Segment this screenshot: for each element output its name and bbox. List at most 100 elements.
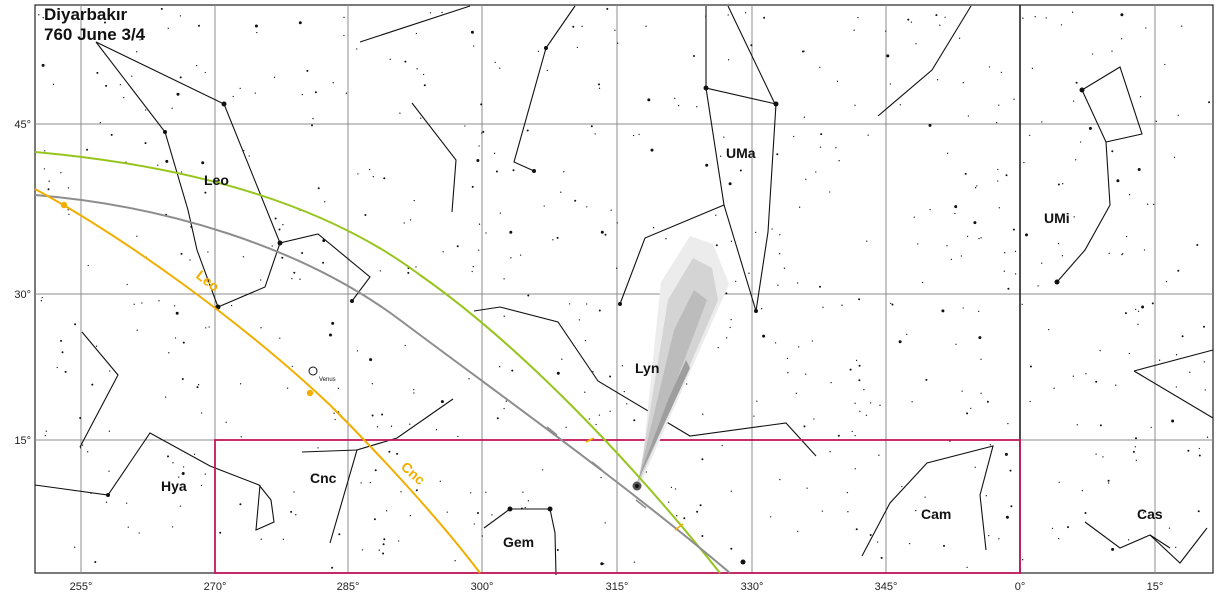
- star: [1029, 365, 1032, 368]
- star: [1029, 400, 1031, 403]
- star: [242, 256, 245, 258]
- star: [805, 178, 807, 180]
- star: [369, 481, 371, 484]
- star: [1010, 505, 1013, 508]
- star: [468, 378, 470, 380]
- star: [908, 542, 911, 545]
- star: [1060, 24, 1063, 26]
- star: [1137, 323, 1139, 325]
- star: [677, 104, 680, 107]
- star: [1041, 262, 1043, 264]
- star: [974, 466, 976, 468]
- star: [1041, 121, 1043, 123]
- star: [847, 511, 849, 513]
- star: [1091, 53, 1094, 55]
- star: [413, 392, 415, 394]
- star: [1067, 526, 1069, 529]
- star: [407, 271, 410, 274]
- ra-tick-label: 270°: [204, 581, 227, 593]
- gray-path: [34, 194, 731, 574]
- star: [819, 66, 821, 69]
- star: [311, 124, 313, 127]
- star: [964, 172, 967, 175]
- star: [1197, 510, 1200, 513]
- star: [1073, 216, 1075, 218]
- star: [1058, 481, 1060, 483]
- star: [598, 87, 601, 89]
- star: [822, 306, 824, 308]
- star: [546, 69, 548, 72]
- star: [1000, 71, 1003, 74]
- star: [723, 136, 725, 138]
- star: [205, 327, 207, 329]
- star: [413, 388, 415, 391]
- dec-tick-label: 15°: [14, 435, 31, 447]
- star: [96, 71, 99, 74]
- star: [717, 346, 719, 349]
- star: [1014, 250, 1017, 253]
- star: [586, 303, 588, 305]
- star: [291, 365, 293, 368]
- dec-tick-label: 45°: [14, 119, 31, 131]
- star: [477, 249, 480, 251]
- star: [616, 267, 618, 269]
- star: [1111, 50, 1113, 52]
- star: [606, 7, 609, 10]
- star: [499, 212, 502, 214]
- star: [440, 400, 444, 404]
- star: [464, 125, 466, 127]
- star: [364, 214, 367, 216]
- star: [1134, 446, 1136, 448]
- star: [946, 152, 949, 154]
- star: [998, 104, 1000, 106]
- star: [409, 514, 412, 517]
- star: [478, 223, 481, 225]
- star: [442, 251, 444, 253]
- star: [293, 491, 295, 493]
- star: [854, 434, 856, 437]
- star: [282, 538, 285, 540]
- star: [312, 117, 314, 120]
- star: [721, 444, 723, 447]
- star: [869, 534, 872, 536]
- star: [899, 104, 902, 106]
- star: [239, 503, 242, 506]
- star: [796, 282, 799, 284]
- star: [79, 447, 82, 449]
- star: [633, 419, 636, 422]
- star: [1128, 539, 1130, 541]
- star: [928, 123, 932, 127]
- star: [1196, 244, 1199, 246]
- star: [91, 383, 94, 386]
- star: [105, 501, 108, 503]
- star: [179, 76, 182, 79]
- ra-tick-label: 0°: [1015, 581, 1026, 593]
- star: [1208, 101, 1211, 104]
- star: [954, 205, 958, 209]
- star: [978, 310, 980, 313]
- star: [854, 104, 856, 106]
- ra-tick-label: 255°: [70, 581, 93, 593]
- venus-label: Venus: [319, 377, 336, 383]
- star: [727, 14, 729, 16]
- star: [556, 549, 559, 551]
- star: [360, 482, 362, 484]
- star: [40, 300, 43, 302]
- star: [108, 430, 111, 432]
- star: [527, 500, 530, 502]
- star: [730, 240, 733, 242]
- star: [254, 24, 258, 28]
- star: [1137, 168, 1141, 171]
- star: [851, 430, 853, 433]
- star: [753, 415, 755, 417]
- star: [936, 79, 939, 81]
- star: [730, 318, 732, 321]
- star: [413, 199, 415, 202]
- star: [165, 159, 169, 163]
- star: [178, 476, 180, 478]
- star: [998, 207, 1000, 209]
- star: [944, 16, 946, 19]
- star: [1062, 183, 1064, 185]
- star: [404, 60, 407, 63]
- star: [907, 18, 910, 21]
